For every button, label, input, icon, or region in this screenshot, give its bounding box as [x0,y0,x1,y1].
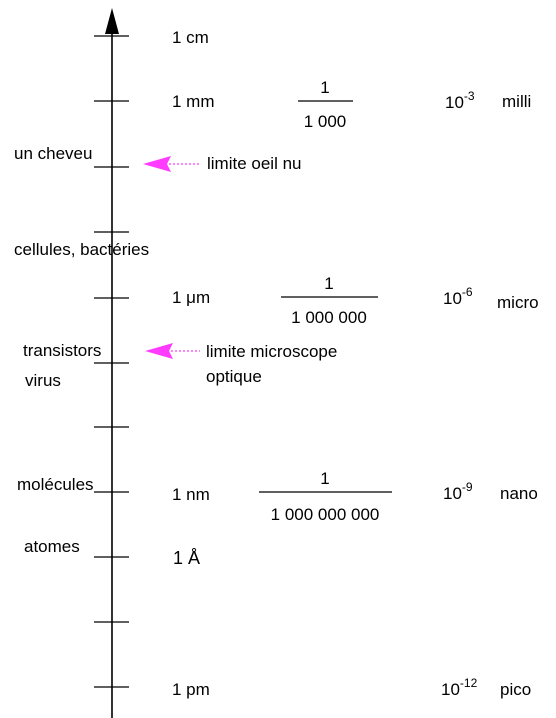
fraction-numerator: 1 [324,274,333,293]
prefix-micro: micro [497,293,539,312]
unit-label-angstrom: 1 Å [173,548,200,568]
unit-label-nm: 1 nm [172,485,210,504]
fraction-numerator: 1 [320,469,329,488]
fraction-denominator: 1 000 000 [291,308,367,327]
fraction-nano: 1 1 000 000 000 [259,469,392,524]
power-milli: 10-3 [445,89,475,112]
fraction-numerator: 1 [320,78,329,97]
prefix-pico: pico [500,680,531,699]
fraction-denominator: 1 000 000 000 [271,505,380,524]
object-label-hair: un cheveu [14,144,92,163]
power-micro: 10-6 [443,285,473,308]
fraction-denominator: 1 000 [304,112,347,131]
object-label-transistors: transistors [23,341,101,360]
limit-label: limite oeil nu [207,154,302,173]
limit-arrow-icon [143,156,171,172]
prefix-milli: milli [502,92,531,111]
object-label-atoms: atomes [24,537,80,556]
limit-arrow-icon [145,343,173,359]
fraction-micro: 1 1 000 000 [281,274,378,327]
limit-label-line-1: limite microscope [206,342,337,361]
limit-naked-eye: limite oeil nu [143,154,302,173]
prefix-nano: nano [500,484,538,503]
power-nano: 10-9 [443,480,473,503]
unit-label-cm: 1 cm [172,28,209,47]
unit-label-um: 1 μm [172,288,210,307]
fraction-milli: 1 1 000 [298,78,353,131]
limit-label-line-2: optique [206,367,262,386]
unit-label-mm: 1 mm [172,92,215,111]
object-label-virus: virus [25,371,61,390]
limit-optical-microscope: limite microscope optique [145,342,337,386]
axis-arrow-icon [105,8,119,34]
axis-ticks [94,35,129,688]
object-label-molecules: molécules [17,475,94,494]
object-label-cells: cellules, bactéries [14,240,149,259]
power-pico: 10-12 [441,676,478,699]
unit-label-pm: 1 pm [172,680,210,699]
